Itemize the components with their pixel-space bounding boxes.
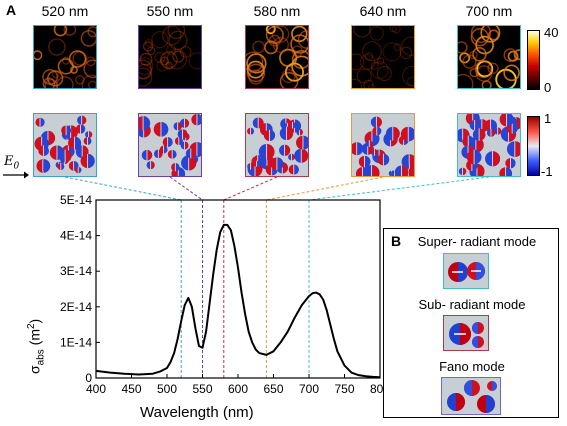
field-arrow-icon (3, 171, 29, 179)
heatmap-thumbnail (457, 25, 521, 89)
y-tick-label: 5E-14 (60, 193, 92, 207)
x-tick-label: 650 (263, 382, 283, 396)
fieldmap-thumbnail (457, 113, 521, 177)
heatmap-thumbnail (138, 25, 202, 89)
x-tick-label: 400 (86, 382, 106, 396)
fano-mode-title: Fano mode (439, 359, 505, 374)
field-colorbar-min: -1 (541, 164, 553, 179)
x-tick-label: 500 (157, 382, 177, 396)
field-colorbar (527, 116, 540, 176)
y-tick-label: 4E-14 (60, 229, 92, 243)
wavelength-label: 580 nm (253, 3, 301, 19)
connector-line (308, 176, 490, 201)
y-axis-label: σabs (m2) (26, 318, 47, 374)
x-tick-label: 550 (192, 382, 212, 396)
heatmap-thumbnail (245, 25, 309, 89)
connector-line (223, 176, 278, 201)
heatmap-thumbnail (33, 25, 97, 89)
y-tick-label: 0 (85, 371, 92, 385)
super-radiant-title: Super- radiant mode (417, 234, 537, 249)
connector-line (266, 176, 384, 201)
mode-legend-panel: B Super- radiant mode Sub- radiant mode … (383, 228, 559, 418)
x-tick-label: 600 (228, 382, 248, 396)
panel-a-label: A (6, 2, 17, 18)
fieldmap-thumbnail (351, 113, 415, 177)
y-tick-label: 3E-14 (60, 264, 92, 278)
x-tick-label: 700 (299, 382, 319, 396)
field-colorbar-max: 1 (544, 111, 552, 126)
wavelength-label: 520 nm (41, 3, 89, 19)
super-radiant-image (443, 253, 489, 289)
x-axis-label: Wavelength (nm) (140, 404, 254, 421)
fieldmap-thumbnail (138, 113, 202, 177)
heat-colorbar-max: 40 (544, 25, 559, 40)
fieldmap-thumbnail (245, 113, 309, 177)
heatmap-thumbnail (351, 25, 415, 89)
y-tick-label: 1E-14 (60, 335, 92, 349)
absorption-series-line (95, 223, 381, 379)
wavelength-label: 550 nm (146, 3, 194, 19)
sub-radiant-image (443, 315, 489, 351)
heat-colorbar (527, 30, 540, 90)
y-tick-label: 2E-14 (60, 300, 92, 314)
sub-radiant-title: Sub- radiant mode (418, 297, 526, 312)
x-tick-label: 750 (334, 382, 354, 396)
fieldmap-thumbnail (33, 113, 97, 177)
heat-colorbar-min: 0 (544, 80, 552, 95)
panel-b-label: B (391, 233, 402, 249)
field-vector-label: E0 (4, 154, 20, 172)
wavelength-label: 640 nm (359, 3, 407, 19)
connector-line (169, 176, 203, 201)
fano-mode-image (441, 377, 501, 415)
x-tick-label: 450 (121, 382, 141, 396)
wavelength-label: 700 nm (465, 3, 513, 19)
